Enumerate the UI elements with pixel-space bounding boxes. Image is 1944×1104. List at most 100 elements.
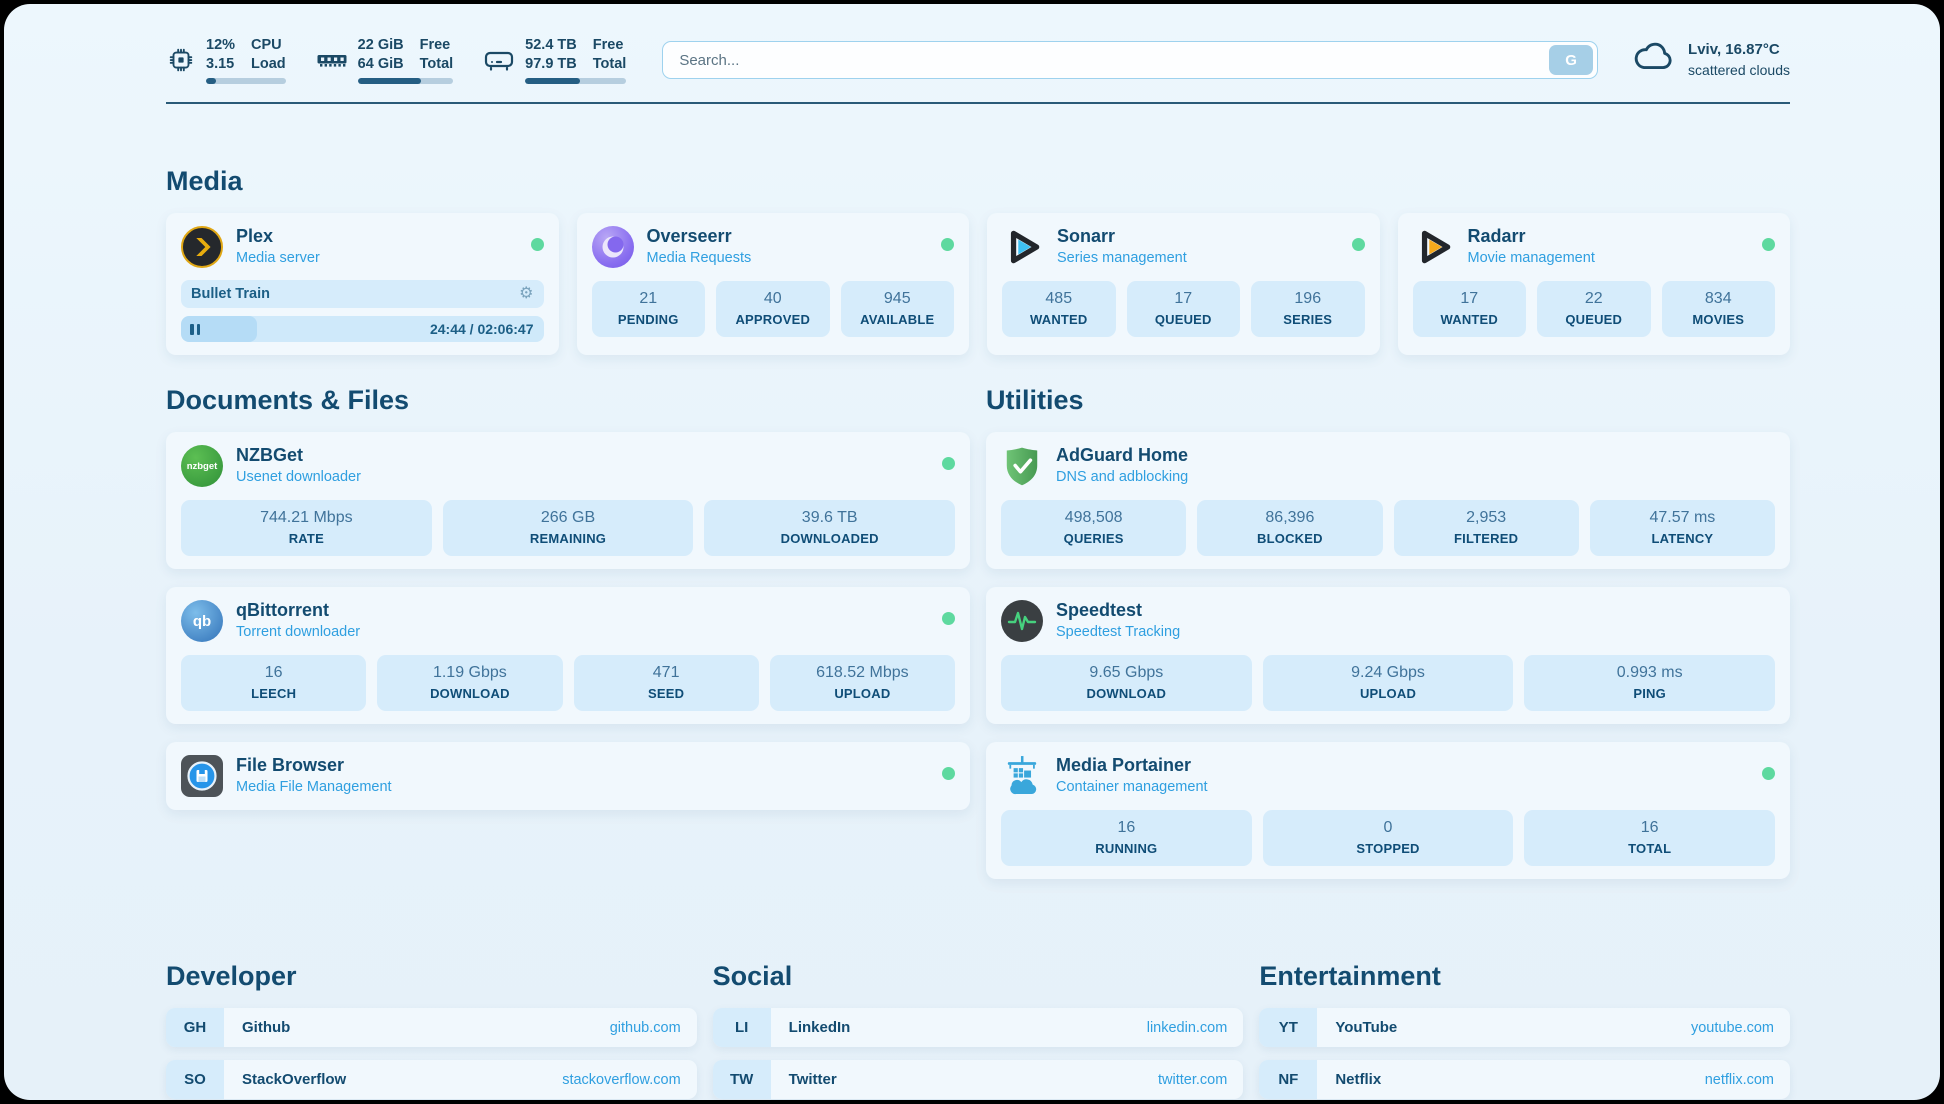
disk-values: 52.4 TB 97.9 TB [525,36,577,72]
link-url[interactable]: twitter.com [1158,1071,1228,1088]
documents-section: Documents & Files nzbget NZBGet Usenet d… [166,385,970,828]
stat-wanted: 17 WANTED [1412,281,1526,337]
app-subtitle: Media File Management [236,779,392,795]
app-card-radarr[interactable]: Radarr Movie management 17 WANTED 22 QUE… [1397,213,1790,355]
documents-section-heading: Documents & Files [166,385,410,415]
app-card-qbittorrent[interactable]: qb qBittorrent Torrent downloader 16 LEE… [166,587,970,724]
link-url[interactable]: youtube.com [1690,1019,1774,1036]
app-card-speedtest[interactable]: Speedtest Speedtest Tracking 9.65 Gbps D… [986,587,1790,724]
ram-icon [316,44,348,76]
search-input[interactable] [662,41,1599,79]
app-subtitle: Container management [1056,779,1208,795]
utilities-section-heading: Utilities [986,385,1084,415]
link-badge: YT [1259,1008,1318,1047]
app-card-adguard[interactable]: AdGuard Home DNS and adblocking 498,508 … [986,432,1790,569]
top-bar: 12% 3.15 CPU Load [166,34,1790,86]
stat-upload: 618.52 Mbps UPLOAD [769,655,955,711]
link-url[interactable]: stackoverflow.com [562,1071,681,1088]
link-badge: NF [1259,1060,1318,1099]
app-card-overseerr[interactable]: Overseerr Media Requests 21 PENDING 40 A… [576,213,969,355]
link-label: YouTube [1335,1019,1398,1036]
topbar-divider [166,102,1790,104]
status-dot-online [942,457,955,470]
app-card-filebrowser[interactable]: File Browser Media File Management [166,742,970,810]
disk-widget: 52.4 TB 97.9 TB Free Total [483,36,627,85]
speedtest-pulse-icon [1001,600,1043,642]
app-title: Overseerr [646,226,732,246]
link-url[interactable]: linkedin.com [1146,1019,1228,1036]
app-card-sonarr[interactable]: Sonarr Series management 485 WANTED 17 Q… [987,213,1380,355]
link-label: StackOverflow [242,1071,347,1088]
app-card-portainer[interactable]: Media Portainer Container management 16 … [986,742,1790,879]
search-bar: G [662,41,1599,79]
link-netflix[interactable]: NF Netflix netflix.com [1259,1060,1790,1099]
stat-wanted: 485 WANTED [1002,281,1116,337]
app-title: Radarr [1467,226,1526,246]
playback-time: 24:44 / 02:06:47 [429,321,534,337]
social-section: Social LI LinkedIn linkedin.com TW Twitt… [712,961,1244,1100]
app-card-nzbget[interactable]: nzbget NZBGet Usenet downloader 744.21 M… [166,432,970,569]
app-title: Media Portainer [1056,755,1192,775]
link-label: Github [242,1019,291,1036]
media-section-heading: Media [166,166,243,196]
link-badge: LI [712,1008,771,1047]
ram-values: 22 GiB 64 GiB [357,36,404,72]
stat-queued: 22 QUEUED [1537,281,1651,337]
utilities-section: Utilities [986,385,1790,897]
stat-downloaded: 39.6 TB DOWNLOADED [704,500,956,556]
app-subtitle: Speedtest Tracking [1056,624,1181,640]
entertainment-section: Entertainment YT YouTube youtube.com NF … [1259,961,1790,1100]
status-dot-online [942,767,955,780]
link-linkedin[interactable]: LI LinkedIn linkedin.com [712,1008,1244,1047]
stat-remaining: 266 GB REMAINING [442,500,694,556]
stat-available: 945 AVAILABLE [840,281,954,337]
link-twitter[interactable]: TW Twitter twitter.com [712,1060,1244,1099]
link-badge: GH [166,1008,224,1047]
app-card-plex[interactable]: Plex Media server Bullet Train ⚙ 24:44 /… [166,213,559,355]
link-url[interactable]: netflix.com [1704,1071,1774,1088]
radarr-icon [1413,226,1455,268]
app-subtitle: Media server [236,250,320,266]
link-url[interactable]: github.com [609,1019,681,1036]
stat-series: 196 SERIES [1251,281,1365,337]
overseerr-icon [591,226,634,268]
app-title: Speedtest [1056,600,1143,620]
qbittorrent-icon: qb [181,600,223,642]
developer-section: Developer GH Github github.com SO StackO… [166,961,697,1100]
app-subtitle: Series management [1057,250,1187,266]
stat-rate: 744.21 Mbps RATE [181,500,432,556]
playback-progress-bar[interactable]: 24:44 / 02:06:47 [181,316,544,342]
status-dot-online [1762,767,1775,780]
stat-latency: 47.57 ms LATENCY [1589,500,1775,556]
stat-download: 9.65 Gbps DOWNLOAD [1001,655,1252,711]
app-title: NZBGet [236,445,303,465]
weather-widget: Lviv, 16.87°C scattered clouds [1632,40,1790,79]
stat-filtered: 2,953 FILTERED [1393,500,1579,556]
link-badge: TW [712,1060,771,1099]
stat-blocked: 86,396 BLOCKED [1197,500,1383,556]
weather-condition: scattered clouds [1688,61,1790,78]
stat-approved: 40 APPROVED [716,281,830,337]
adguard-shield-icon [1001,445,1043,487]
link-stackoverflow[interactable]: SO StackOverflow stackoverflow.com [166,1060,697,1099]
gear-icon[interactable]: ⚙ [519,285,534,302]
cpu-labels: CPU Load [251,36,286,72]
media-card-grid: Plex Media server Bullet Train ⚙ 24:44 /… [166,213,1790,355]
now-playing-row: Bullet Train ⚙ [181,280,544,308]
link-label: LinkedIn [788,1019,851,1036]
stat-ping: 0.993 ms PING [1524,655,1776,711]
ram-widget: 22 GiB 64 GiB Free Total [316,36,454,85]
cloud-icon [1632,42,1676,78]
link-label: Twitter [788,1071,837,1088]
link-github[interactable]: GH Github github.com [166,1008,697,1047]
stat-stopped: 0 STOPPED [1262,810,1514,866]
social-section-heading: Social [712,961,793,991]
google-search-button[interactable]: G [1549,45,1594,75]
disk-progress-bar [525,78,627,85]
stat-download: 1.19 Gbps DOWNLOAD [377,655,563,711]
stat-movies: 834 MOVIES [1661,281,1775,337]
status-dot-online [1351,238,1365,251]
status-dot-online [942,612,955,625]
app-subtitle: Movie management [1467,250,1595,266]
link-youtube[interactable]: YT YouTube youtube.com [1259,1008,1790,1047]
